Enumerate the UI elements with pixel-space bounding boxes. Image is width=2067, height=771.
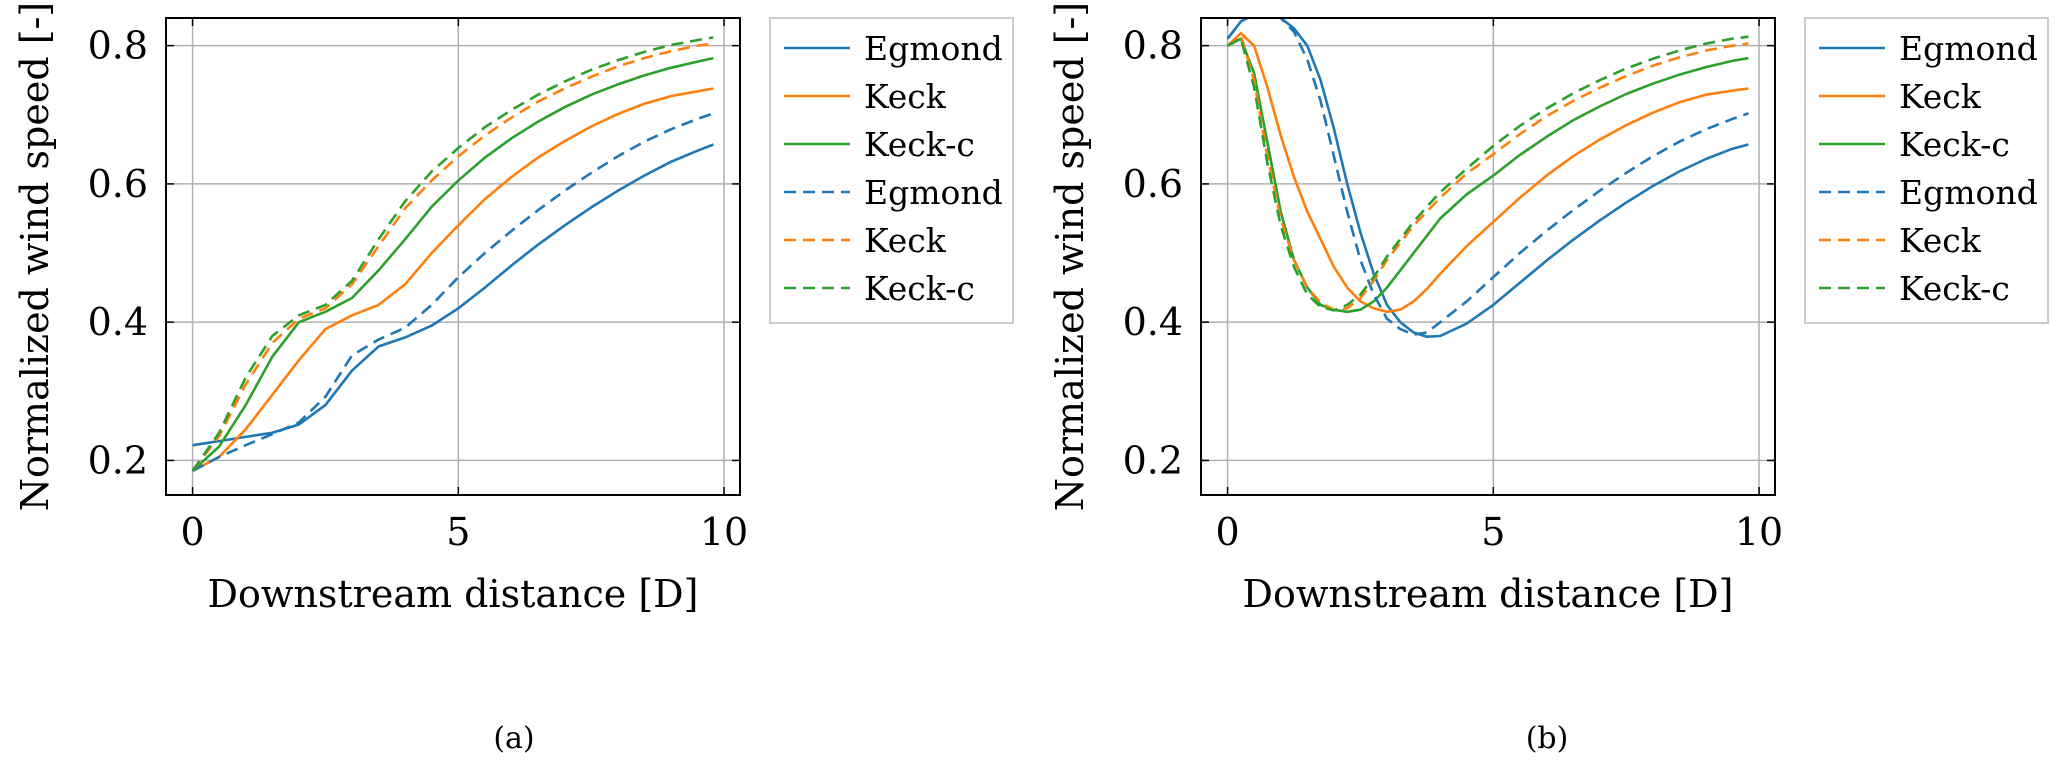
series-line-egmond-dashed <box>191 112 714 472</box>
x-tick-label: 5 <box>1481 510 1505 554</box>
legend-box <box>769 17 1014 324</box>
legend: Egmond Keck Keck-c Egmond Keck Keck-c <box>769 17 1014 324</box>
legend-label: Keck <box>1899 77 1982 116</box>
x-tick-label: 10 <box>700 510 748 554</box>
y-tick-label: 0.2 <box>88 438 148 482</box>
legend-label: Keck-c <box>1899 125 2010 164</box>
y-tick-label: 0.8 <box>88 24 148 68</box>
legend-label: Egmond <box>1899 29 2038 68</box>
series-line-keck-solid <box>1226 31 1749 314</box>
legend-box <box>1804 17 2049 324</box>
series-line-keck-dashed <box>1226 34 1749 311</box>
y-tick-label: 0.4 <box>88 300 148 344</box>
x-tick-label: 0 <box>180 510 204 554</box>
series-line-keck-c-dashed <box>1226 35 1749 312</box>
plot-frame <box>1200 17 1776 496</box>
panel-a: 0 5 10 0.2 0.4 0.6 0.8 Downstream distance [D] N… <box>13 2 1014 756</box>
x-axis-label: Downstream distance [D] <box>208 572 699 616</box>
y-tick-label: 0.6 <box>88 162 148 206</box>
y-tick-label: 0.6 <box>1123 162 1183 206</box>
series-line-egmond-solid <box>1226 18 1749 338</box>
series-line-keck-c-solid <box>191 56 714 472</box>
legend-label: Egmond <box>864 173 1003 212</box>
legend-label: Keck-c <box>864 125 975 164</box>
series-line-egmond-solid <box>192 143 714 447</box>
legend: Egmond Keck Keck-c Egmond Keck Keck-c <box>1804 17 2049 324</box>
series-line-keck-dashed <box>191 42 714 472</box>
legend-label: Keck-c <box>864 269 975 308</box>
panel-b: 0 5 10 0.2 0.4 0.6 0.8 Downstream distance [D] N… <box>1048 2 2049 756</box>
x-tick-label: 5 <box>446 510 470 554</box>
series-line-keck-c-dashed <box>191 36 714 472</box>
plot-frame <box>165 17 741 496</box>
legend-label: Keck <box>864 221 947 260</box>
y-axis-label: Normalized wind speed [-] <box>13 2 57 511</box>
series-line-keck-solid <box>191 87 714 472</box>
x-tick-label: 10 <box>1735 510 1783 554</box>
legend-label: Keck <box>1899 221 1982 260</box>
y-axis-label: Normalized wind speed [-] <box>1048 2 1092 511</box>
x-tick-label: 0 <box>1215 510 1239 554</box>
y-tick-label: 0.2 <box>1123 438 1183 482</box>
y-tick-label: 0.4 <box>1123 300 1183 344</box>
panel-caption: (b) <box>1526 721 1569 756</box>
legend-label: Egmond <box>1899 173 2038 212</box>
panel-caption: (a) <box>493 721 534 756</box>
legend-label: Keck <box>864 77 947 116</box>
y-tick-label: 0.8 <box>1123 24 1183 68</box>
series-line-egmond-dashed <box>1226 18 1749 336</box>
legend-label: Keck-c <box>1899 269 2010 308</box>
legend-label: Egmond <box>864 29 1003 68</box>
x-axis-label: Downstream distance [D] <box>1243 572 1734 616</box>
